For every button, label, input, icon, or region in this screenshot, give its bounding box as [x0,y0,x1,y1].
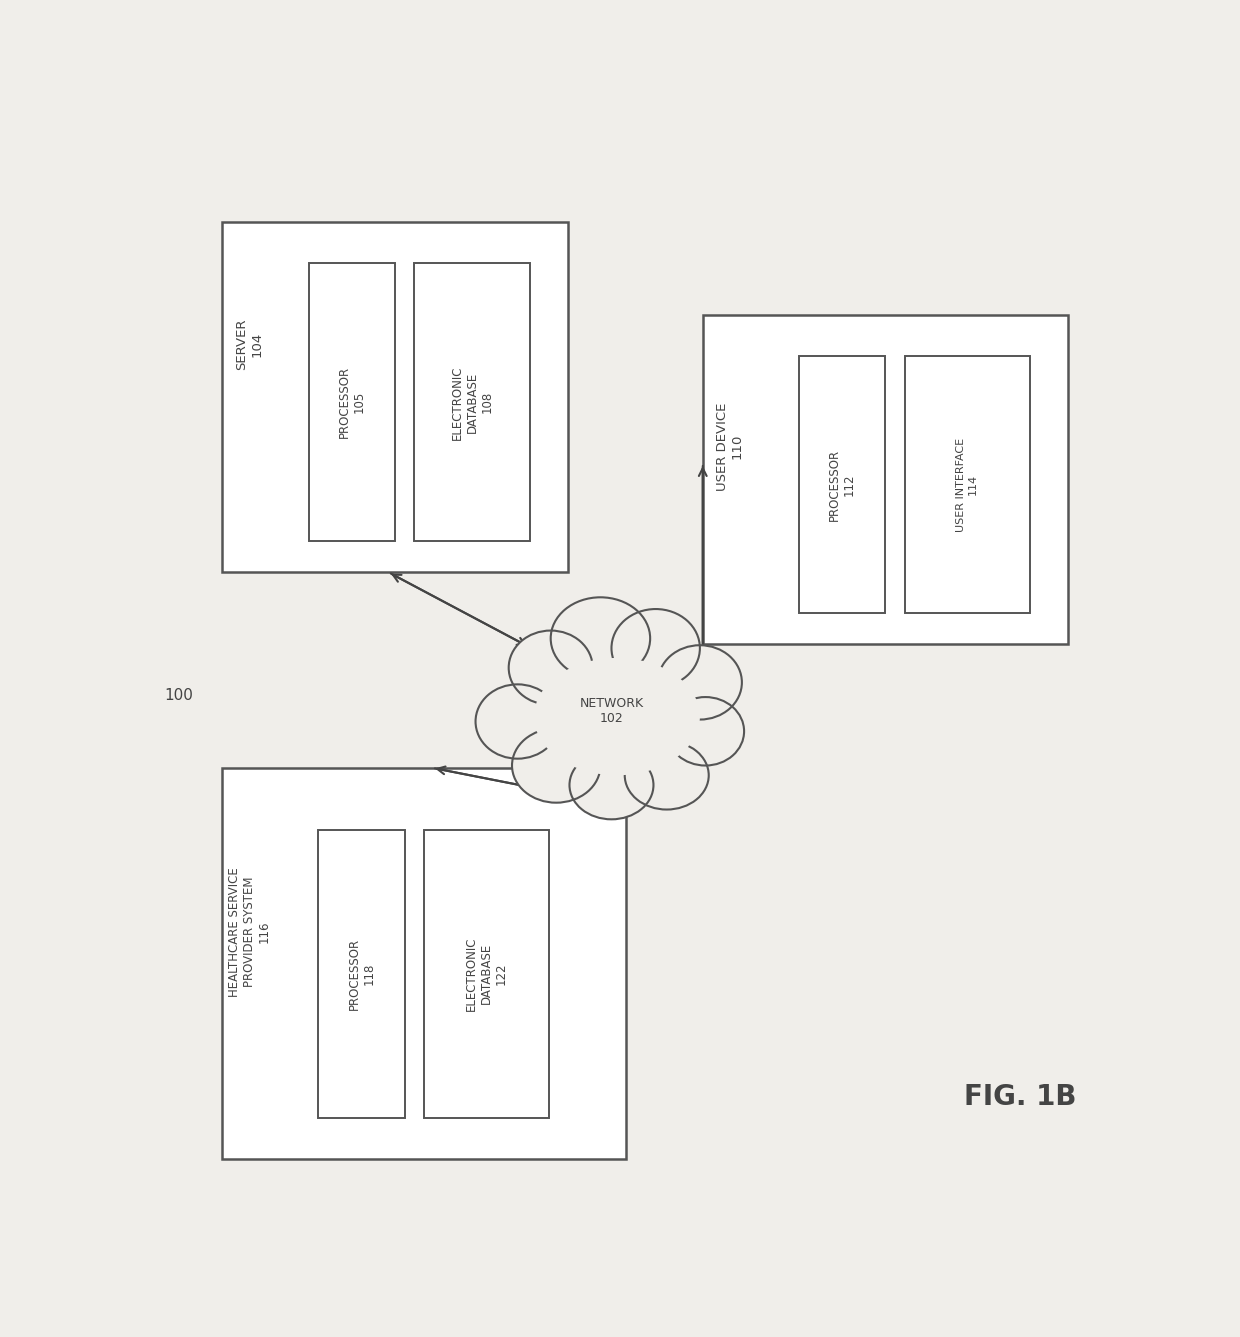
Text: USER INTERFACE
114: USER INTERFACE 114 [956,437,978,532]
Text: HEALTHCARE SERVICE
PROVIDER SYSTEM
116: HEALTHCARE SERVICE PROVIDER SYSTEM 116 [228,868,270,997]
Bar [222,222,568,572]
Text: ELECTRONIC
DATABASE
122: ELECTRONIC DATABASE 122 [465,936,508,1011]
Ellipse shape [512,729,600,802]
Ellipse shape [569,751,653,820]
Text: PROCESSOR
112: PROCESSOR 112 [828,449,856,521]
Text: USER DEVICE
110: USER DEVICE 110 [715,402,744,491]
Ellipse shape [625,741,709,809]
Bar [319,829,404,1118]
Text: FIG. 1B: FIG. 1B [963,1083,1076,1111]
Ellipse shape [551,598,650,679]
Ellipse shape [508,631,593,705]
Ellipse shape [658,646,742,719]
Bar [309,263,396,541]
Text: PROCESSOR
118: PROCESSOR 118 [347,937,376,1009]
Ellipse shape [667,697,744,766]
Text: ELECTRONIC
DATABASE
108: ELECTRONIC DATABASE 108 [450,365,494,440]
Text: 100: 100 [165,689,193,703]
Bar [222,767,626,1159]
Ellipse shape [534,658,699,775]
Text: SERVER
104: SERVER 104 [236,320,263,370]
Bar [905,356,1029,614]
Ellipse shape [476,685,559,758]
Bar [703,314,1068,644]
Bar [414,263,529,541]
Text: PROCESSOR
105: PROCESSOR 105 [339,366,366,439]
Ellipse shape [611,610,699,687]
Text: NETWORK
102: NETWORK 102 [579,697,644,725]
Bar [424,829,549,1118]
Bar [799,356,885,614]
